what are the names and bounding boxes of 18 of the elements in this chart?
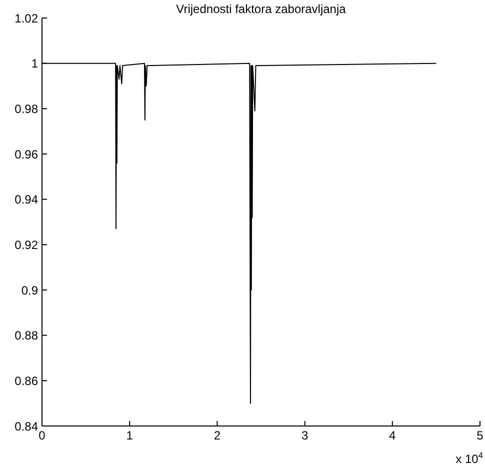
y-tick-label: 0.88 [14,328,38,343]
text: x 10$^{4}$ [456,450,484,466]
x-tick-label: 3 [301,428,308,443]
y-tick-label: 1.02 [14,11,38,26]
y-tick-label: 0.84 [14,419,38,434]
y-tick-label: 0.92 [14,238,38,252]
x-tick-label: 0 [38,428,46,443]
y-tick-label: 0.9 [21,283,38,298]
y-tick-label: 0.86 [14,374,38,388]
y-tick-label: 0.94 [14,192,38,207]
y-tick-label: 0.96 [14,147,38,162]
y-tick-label: 0.98 [14,102,38,116]
x-tick-label: 5 [476,428,484,443]
y-tick-label: 1 [31,56,38,71]
x-tick-label: 4 [389,428,396,443]
x-tick-label: 1 [126,428,134,443]
x-tick-label: 2 [214,428,221,443]
chart-title: Vrijednosti faktora zaboravljanja [176,2,346,16]
